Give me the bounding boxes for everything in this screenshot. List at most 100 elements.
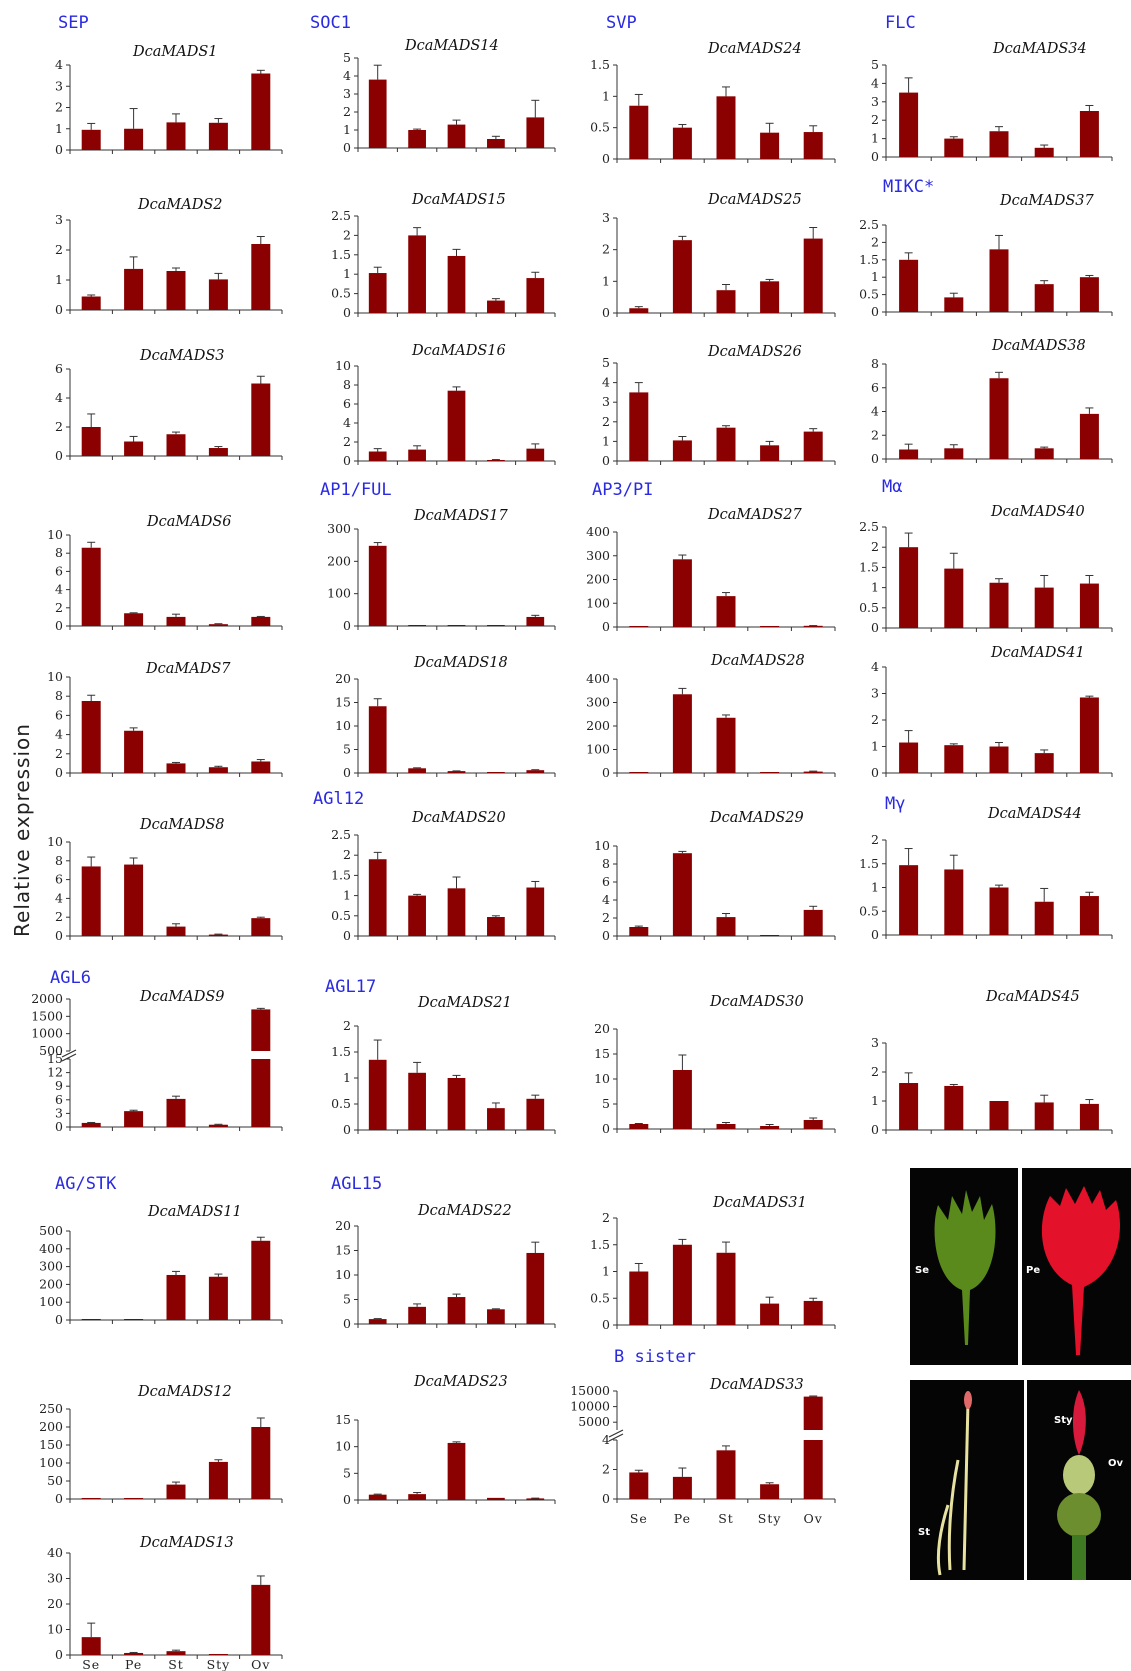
chart-4-y-tick-label: 0	[871, 149, 879, 164]
chart-34-y-tick-label-upper: 10000	[570, 1399, 610, 1414]
chart-25-bar-upper	[251, 1009, 271, 1051]
chart-22-bar	[487, 917, 505, 936]
chart-19-bar	[629, 772, 649, 773]
chart-2-bar	[408, 130, 426, 148]
chart-29-y-tick-label: 100	[39, 1294, 63, 1309]
chart-8-y-tick-label: 1.5	[859, 252, 879, 267]
chart-29-bar	[124, 1319, 144, 1320]
chart-8-y-tick-label: 0	[871, 304, 879, 319]
chart-3-bar	[803, 132, 823, 159]
chart-25-axis-break	[61, 1053, 77, 1062]
chart-23-bar	[760, 935, 780, 936]
chart-13-bar	[124, 613, 144, 626]
chart-20-y-tick-label: 3	[871, 686, 879, 701]
chart-23-y-tick-label: 4	[602, 892, 610, 907]
chart-30-bar	[487, 1309, 505, 1324]
chart-27-bar	[629, 1124, 649, 1129]
chart-21-y-tick-label: 10	[47, 834, 63, 849]
chart-20-bar	[899, 742, 919, 773]
chart-3-y-tick-label: 1	[602, 88, 610, 103]
chart-22-bar	[408, 895, 426, 936]
chart-10-y-tick-label: 10	[335, 358, 351, 373]
chart-11-bar	[760, 445, 780, 461]
chart-10-title: DcaMADS16	[411, 343, 506, 359]
chart-21-bar	[124, 864, 144, 936]
chart-25-y-tick-label: 3	[55, 1105, 63, 1120]
chart-28-y-tick-label: 3	[871, 1035, 879, 1050]
chart-21-y-tick-label: 6	[55, 872, 63, 887]
family-label-6: AP1/FUL	[320, 480, 392, 500]
chart-25-y-tick-label-upper: 1500	[31, 1008, 63, 1023]
chart-26-y-tick-label: 0.5	[331, 1096, 351, 1111]
chart-19-y-tick-label: 100	[586, 742, 610, 757]
x-category-label-col1: Pe	[125, 1657, 142, 1671]
chart-31-y-tick-label: 0	[602, 1317, 610, 1332]
chart-29-bar	[208, 1276, 228, 1320]
chart-2-bar	[368, 79, 387, 148]
chart-25-y-tick-label: 9	[55, 1078, 63, 1093]
chart-11-bar	[629, 392, 649, 461]
chart-14-y-tick-label: 200	[327, 553, 351, 568]
x-category-label-col3: Ov	[804, 1511, 823, 1526]
chart-10-bar	[447, 390, 466, 461]
chart-3-bar	[760, 132, 780, 159]
chart-3-bar	[629, 105, 649, 159]
chart-30-bar	[526, 1252, 545, 1324]
chart-21-y-tick-label: 8	[55, 853, 63, 868]
chart-32-bar	[251, 1427, 271, 1499]
family-label-10: Mγ	[885, 794, 905, 814]
sepal-photo-shape	[934, 1190, 996, 1345]
chart-5-bar	[166, 271, 186, 310]
chart-5-y-tick-label: 0	[55, 302, 63, 317]
chart-7-y-tick-label: 2	[602, 242, 610, 257]
chart-23-y-tick-label: 10	[594, 838, 610, 853]
chart-32-y-tick-label: 250	[39, 1401, 63, 1416]
chart-20-y-tick-label: 0	[871, 765, 879, 780]
chart-11-title: DcaMADS26	[707, 344, 802, 360]
chart-14-title: DcaMADS17	[413, 508, 508, 524]
chart-21-title: DcaMADS8	[139, 817, 225, 833]
chart-35-bar	[251, 1584, 271, 1655]
chart-35-y-tick-label: 0	[55, 1647, 63, 1662]
chart-16-bar	[989, 582, 1009, 628]
chart-11-bar	[803, 431, 823, 461]
chart-32-title: DcaMADS12	[137, 1384, 232, 1400]
chart-29-bar	[251, 1240, 271, 1320]
chart-8-bar	[1079, 277, 1099, 312]
chart-22-y-tick-label: 2	[343, 847, 351, 862]
chart-28-bar	[1034, 1102, 1054, 1130]
stamen-anther	[964, 1391, 972, 1409]
chart-28-y-tick-label: 0	[871, 1122, 879, 1137]
chart-33-y-tick-label: 15	[335, 1412, 351, 1427]
chart-4-bar	[1079, 111, 1099, 157]
chart-31-bar	[760, 1303, 780, 1325]
chart-19-bar	[672, 694, 692, 773]
family-label-4: FLC	[885, 13, 916, 33]
x-category-label-col3: Pe	[674, 1511, 691, 1526]
chart-31-y-tick-label: 0.5	[590, 1290, 610, 1305]
chart-13-title: DcaMADS6	[146, 514, 232, 530]
chart-3-y-tick-label: 0.5	[590, 120, 610, 135]
chart-29-y-tick-label: 300	[39, 1259, 63, 1274]
x-category-label-col1: Sty	[207, 1657, 231, 1671]
chart-33-bar	[447, 1442, 466, 1500]
chart-16-y-tick-label: 0	[871, 620, 879, 635]
chart-4-y-tick-label: 5	[871, 57, 879, 72]
chart-22-y-tick-label: 1.5	[331, 867, 351, 882]
chart-3-title: DcaMADS24	[707, 41, 802, 57]
stamen-filament	[936, 1504, 950, 1576]
chart-35-bar	[166, 1651, 186, 1655]
chart-16-title: DcaMADS40	[990, 504, 1085, 520]
chart-25-y-tick-label-upper: 500	[39, 1043, 63, 1058]
chart-26-bar	[408, 1072, 426, 1130]
chart-4-y-tick-label: 1	[871, 131, 879, 146]
chart-10-y-tick-label: 4	[343, 415, 351, 430]
chart-31-y-tick-label: 2	[602, 1210, 610, 1225]
chart-15-bar	[672, 559, 692, 627]
chart-23-y-tick-label: 6	[602, 874, 610, 889]
chart-31-bar	[629, 1271, 649, 1325]
x-category-label-col1: Se	[82, 1657, 100, 1671]
chart-14-bar	[487, 625, 505, 626]
chart-19-y-tick-label: 300	[586, 695, 610, 710]
chart-35-y-tick-label: 10	[47, 1622, 63, 1637]
